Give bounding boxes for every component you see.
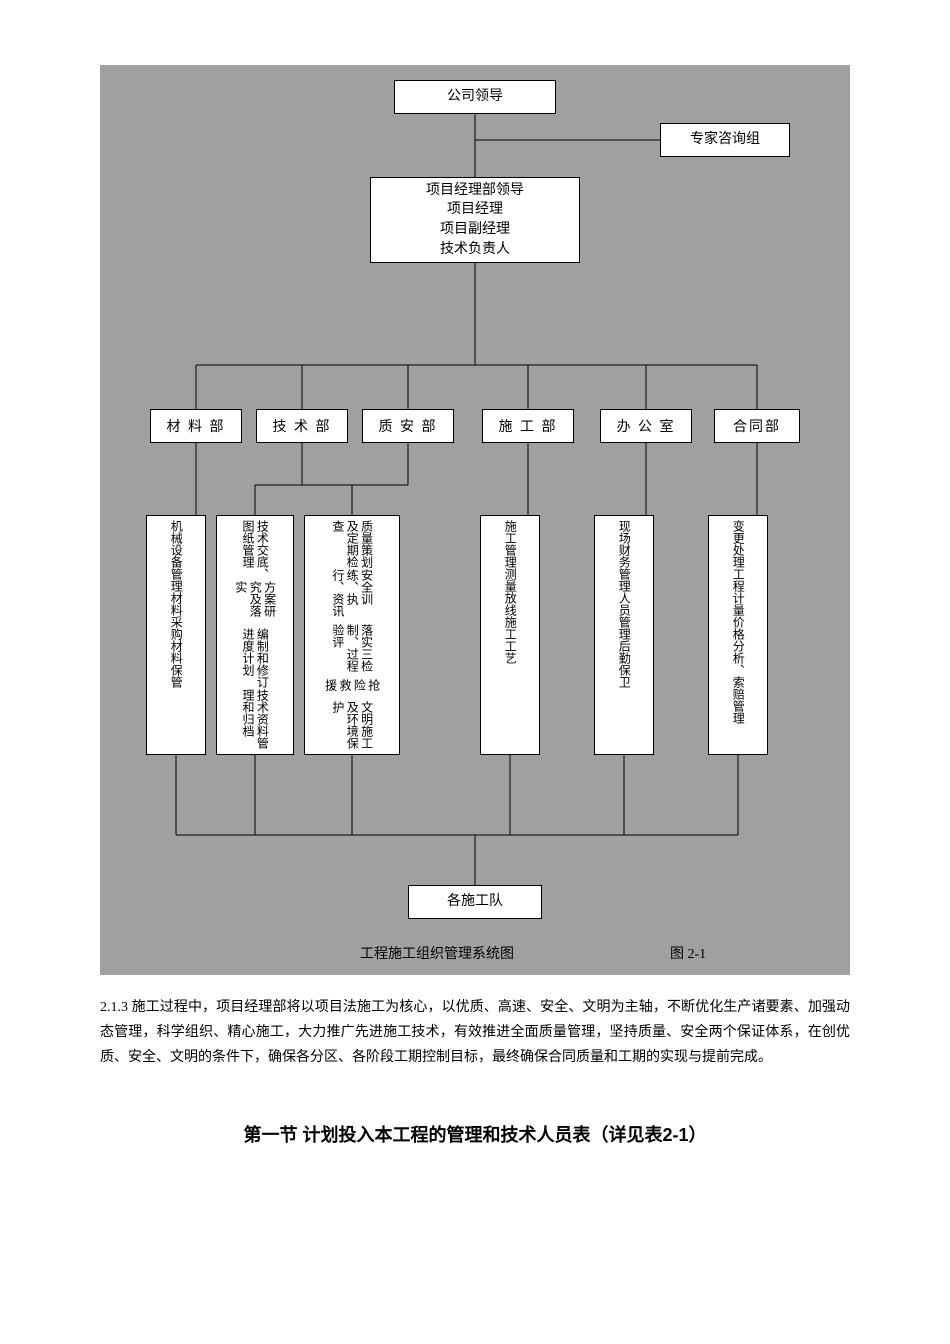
project-lead-line3: 项目副经理 [440, 220, 510, 240]
teams-box: 各施工队 [408, 885, 542, 919]
sub-contract: 变更处理 工程计量 价格分析、索赔管理 [708, 515, 768, 755]
sub-ct-c0: 变更处理 [731, 520, 745, 568]
diagram-ref: 图 2-1 [670, 943, 706, 963]
project-lead-line4: 技术负责人 [440, 240, 510, 260]
teams-label: 各施工队 [447, 892, 503, 912]
dept-contract-label: 合同部 [733, 416, 781, 436]
sub-tech-c3: 技术资料管理和归档 [241, 689, 270, 750]
heading-text: 第一节 计划投入本工程的管理和技术人员表（详见表2-1） [243, 1125, 706, 1145]
dept-qa-label: 质 安 部 [379, 416, 438, 436]
project-lead-line2: 项目经理 [447, 200, 503, 220]
sub-tech-c0: 技术交底、图纸管理 [241, 520, 270, 581]
sub-tech-c1: 方案研究及落实 [233, 581, 276, 628]
sub-qa-c1: 安全训练、执行、资讯 [330, 569, 373, 624]
dept-office: 办 公 室 [600, 409, 692, 443]
dept-construction-label: 施 工 部 [499, 416, 558, 436]
sub-construction: 施工管理 测量放线 施工工艺 [480, 515, 540, 755]
dept-tech-label: 技 术 部 [273, 416, 332, 436]
sub-materials-c0: 机械设备管理 [169, 520, 183, 592]
dept-materials-label: 材 料 部 [167, 416, 226, 436]
section-heading: 第一节 计划投入本工程的管理和技术人员表（详见表2-1） [100, 1121, 850, 1147]
sub-con-c1: 测量放线 [503, 568, 517, 616]
sub-qa-c4: 文明施工及环境保护 [330, 701, 373, 750]
sub-qa-c3: 抢险救援 [323, 679, 381, 701]
sub-materials: 机械设备管理 材料采购 材料保管 [146, 515, 206, 755]
sub-ct-c2: 价格分析、索赔管理 [731, 616, 745, 724]
caption-main: 工程施工组织管理系统图 [360, 947, 514, 962]
dept-construction: 施 工 部 [482, 409, 574, 443]
body-paragraph: 2.1.3 施工过程中，项目经理部将以项目法施工为核心，以优质、高速、安全、文明… [100, 995, 850, 1071]
project-lead-line1: 项目经理部领导 [426, 181, 524, 201]
sub-off-c2: 后勤保卫 [617, 640, 631, 688]
sub-off-c0: 现场财务管理 [617, 520, 631, 592]
sub-con-c0: 施工管理 [503, 520, 517, 568]
sub-qa-c2: 落实三检制、过程验评 [330, 624, 373, 679]
para-prefix: 2.1.3 [100, 1000, 128, 1015]
sub-tech: 技术交底、图纸管理 方案研究及落实 编制和修订进度计划 技术资料管理和归档 [216, 515, 294, 755]
org-chart-diagram: 公司领导 专家咨询组 项目经理部领导 项目经理 项目副经理 技术负责人 材 料 … [100, 65, 850, 975]
expert-group-box: 专家咨询组 [660, 123, 790, 157]
sub-off-c1: 人员管理 [617, 592, 631, 640]
sub-qa: 质量策划及定期检查 安全训练、执行、资讯 落实三检制、过程验评 抢险救援 文明施… [304, 515, 400, 755]
expert-group-label: 专家咨询组 [690, 130, 760, 150]
top-leader-box: 公司领导 [394, 80, 556, 114]
para-text: 施工过程中，项目经理部将以项目法施工为核心，以优质、高速、安全、文明为主轴，不断… [100, 1000, 850, 1065]
sub-office: 现场财务管理 人员管理 后勤保卫 [594, 515, 654, 755]
sub-tech-c2: 编制和修订进度计划 [241, 628, 270, 689]
diagram-caption: 工程施工组织管理系统图 [360, 943, 514, 963]
sub-materials-c1: 材料采购 [169, 592, 183, 640]
dept-contract: 合同部 [714, 409, 800, 443]
sub-qa-c0: 质量策划及定期检查 [330, 520, 373, 569]
project-lead-box: 项目经理部领导 项目经理 项目副经理 技术负责人 [370, 177, 580, 263]
sub-ct-c1: 工程计量 [731, 568, 745, 616]
dept-qa: 质 安 部 [362, 409, 454, 443]
dept-office-label: 办 公 室 [617, 416, 676, 436]
top-leader-label: 公司领导 [447, 87, 503, 107]
document-page: 公司领导 专家咨询组 项目经理部领导 项目经理 项目副经理 技术负责人 材 料 … [0, 65, 950, 1147]
dept-materials: 材 料 部 [150, 409, 242, 443]
sub-con-c2: 施工工艺 [503, 616, 517, 664]
dept-tech: 技 术 部 [256, 409, 348, 443]
sub-materials-c2: 材料保管 [169, 640, 183, 688]
caption-ref: 图 2-1 [670, 947, 706, 962]
